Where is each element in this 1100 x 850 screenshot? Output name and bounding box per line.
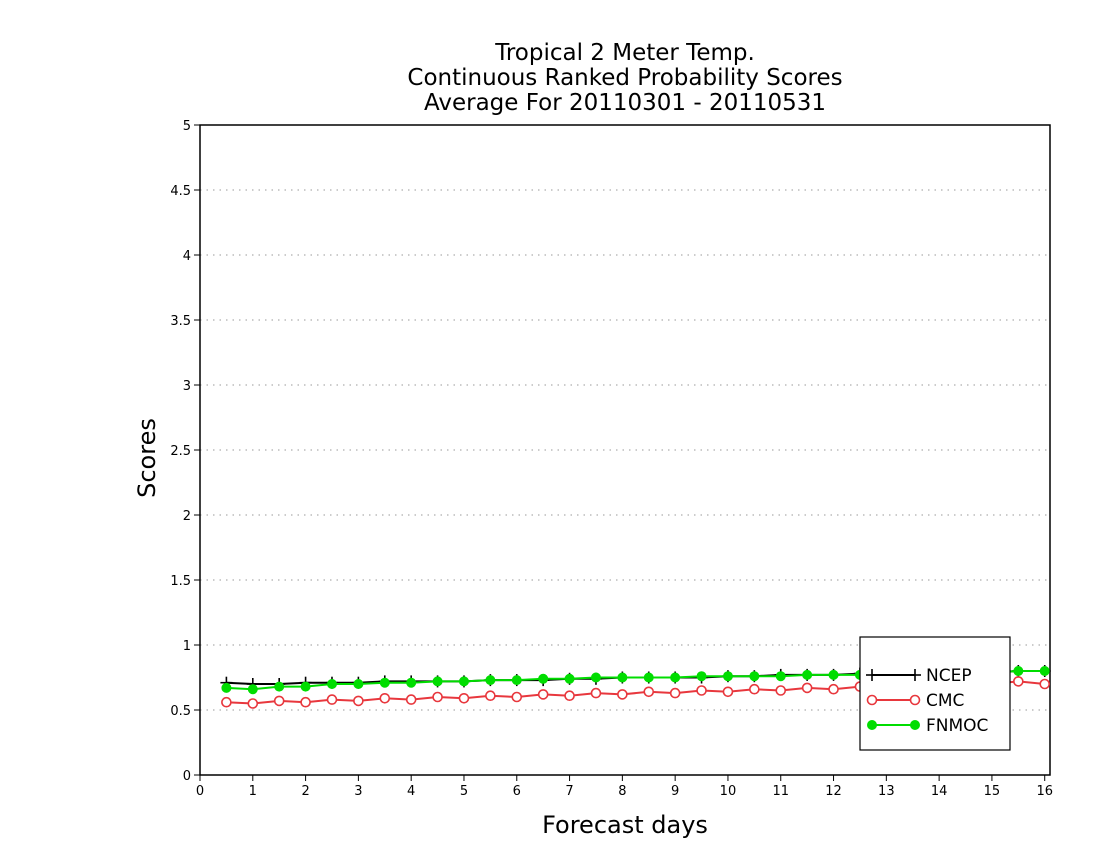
data-point-cmc	[273, 695, 285, 707]
data-point-fnmoc	[564, 673, 575, 684]
legend-marker-fnmoc	[910, 720, 920, 730]
y-tick-label: 3.5	[170, 314, 191, 329]
y-tick-label: 4	[183, 249, 191, 264]
x-tick-label: 13	[878, 784, 895, 799]
data-point-fnmoc	[406, 677, 417, 688]
data-point-cmc	[432, 691, 443, 703]
data-point-cmc	[828, 683, 839, 695]
chart-title: Tropical 2 Meter Temp. Continuous Ranked…	[407, 40, 842, 116]
chart-title-line-1: Tropical 2 Meter Temp.	[494, 40, 755, 66]
data-point-fnmoc	[590, 672, 601, 683]
data-point-cmc	[1013, 676, 1024, 687]
data-point-fnmoc	[670, 672, 681, 683]
data-point-fnmoc	[802, 669, 813, 680]
gridlines	[200, 189, 1050, 711]
data-point-fnmoc	[617, 672, 628, 683]
x-tick-label: 14	[931, 784, 948, 799]
legend-label-ncep: NCEP	[926, 666, 972, 686]
y-axis-ticks: 0 0.5 1 1.5 2 2.5 3 3.5 4 4.5 5	[170, 119, 200, 784]
data-point-fnmoc	[326, 679, 337, 689]
data-point-cmc	[485, 690, 496, 702]
y-tick-label: 0.5	[170, 704, 191, 719]
x-tick-label: 2	[301, 784, 309, 799]
x-tick-label: 9	[671, 784, 679, 799]
legend: NCEP CMC FNMOC	[859, 636, 1011, 751]
data-point-fnmoc	[353, 679, 364, 689]
x-tick-label: 4	[407, 784, 415, 799]
data-point-cmc	[247, 698, 259, 709]
x-tick-label: 16	[1036, 784, 1053, 799]
y-tick-label: 1.5	[170, 574, 191, 589]
data-point-fnmoc	[247, 684, 258, 695]
legend-marker-cmc	[866, 694, 878, 706]
y-axis-title: Scores	[133, 418, 161, 498]
data-point-cmc	[669, 687, 681, 699]
x-tick-label: 0	[196, 784, 204, 799]
data-point-fnmoc	[458, 676, 469, 687]
legend-marker-cmc	[909, 694, 921, 706]
data-point-fnmoc	[696, 671, 707, 682]
x-tick-label: 10	[720, 784, 737, 799]
data-point-cmc	[326, 694, 338, 705]
legend-label-cmc: CMC	[926, 691, 964, 711]
x-tick-label: 1	[249, 784, 257, 799]
data-point-cmc	[221, 696, 232, 708]
y-tick-label: 2	[183, 509, 191, 524]
x-tick-label: 8	[618, 784, 626, 799]
data-point-cmc	[749, 683, 760, 695]
x-axis-ticks: 0 1 2 3 4 5 6 7 8 9 10 11 12 13 14 15 16	[196, 775, 1053, 799]
data-point-cmc	[511, 691, 523, 703]
data-point-cmc	[617, 689, 628, 700]
x-tick-label: 6	[513, 784, 521, 799]
data-point-cmc	[722, 686, 734, 698]
x-tick-label: 11	[772, 784, 789, 799]
chart-title-line-2: Continuous Ranked Probability Scores	[407, 65, 842, 91]
data-point-fnmoc	[1013, 666, 1024, 676]
data-point-cmc	[405, 694, 417, 705]
data-point-cmc	[696, 685, 707, 696]
data-point-cmc	[353, 695, 364, 707]
data-point-cmc	[643, 686, 655, 698]
data-point-fnmoc	[221, 682, 232, 693]
y-tick-label: 2.5	[170, 444, 191, 459]
y-tick-label: 3	[183, 379, 191, 394]
x-tick-label: 15	[984, 784, 1001, 799]
legend-box	[859, 636, 1011, 751]
data-point-fnmoc	[274, 681, 285, 692]
legend-marker-fnmoc	[867, 720, 877, 730]
x-tick-label: 3	[354, 784, 362, 799]
data-point-fnmoc	[511, 675, 522, 686]
data-point-fnmoc	[1039, 666, 1050, 676]
data-point-cmc	[458, 692, 470, 704]
data-point-cmc	[775, 685, 787, 696]
x-axis-title: Forecast days	[542, 811, 708, 839]
data-point-fnmoc	[300, 681, 311, 692]
data-point-fnmoc	[379, 677, 390, 688]
data-point-cmc	[564, 690, 575, 702]
data-point-fnmoc	[485, 675, 496, 686]
data-point-fnmoc	[722, 671, 733, 682]
data-point-fnmoc	[775, 671, 786, 682]
y-tick-label: 4.5	[170, 184, 191, 199]
y-tick-label: 0	[183, 769, 191, 784]
data-point-cmc	[379, 692, 391, 704]
data-point-fnmoc	[538, 673, 549, 684]
y-tick-label: 1	[183, 639, 191, 654]
data-point-fnmoc	[432, 676, 443, 687]
x-tick-label: 12	[825, 784, 842, 799]
chart-title-line-3: Average For 20110301 - 20110531	[424, 90, 826, 116]
data-point-cmc	[801, 682, 813, 694]
x-tick-label: 7	[565, 784, 573, 799]
x-tick-label: 5	[460, 784, 468, 799]
data-point-cmc	[537, 689, 549, 700]
y-tick-label: 5	[183, 119, 191, 134]
data-point-fnmoc	[828, 669, 839, 680]
data-point-fnmoc	[749, 671, 760, 682]
data-point-cmc	[1039, 678, 1051, 690]
data-point-cmc	[590, 687, 602, 699]
data-point-cmc	[300, 696, 311, 708]
legend-label-fnmoc: FNMOC	[926, 716, 988, 736]
data-point-fnmoc	[643, 672, 654, 683]
